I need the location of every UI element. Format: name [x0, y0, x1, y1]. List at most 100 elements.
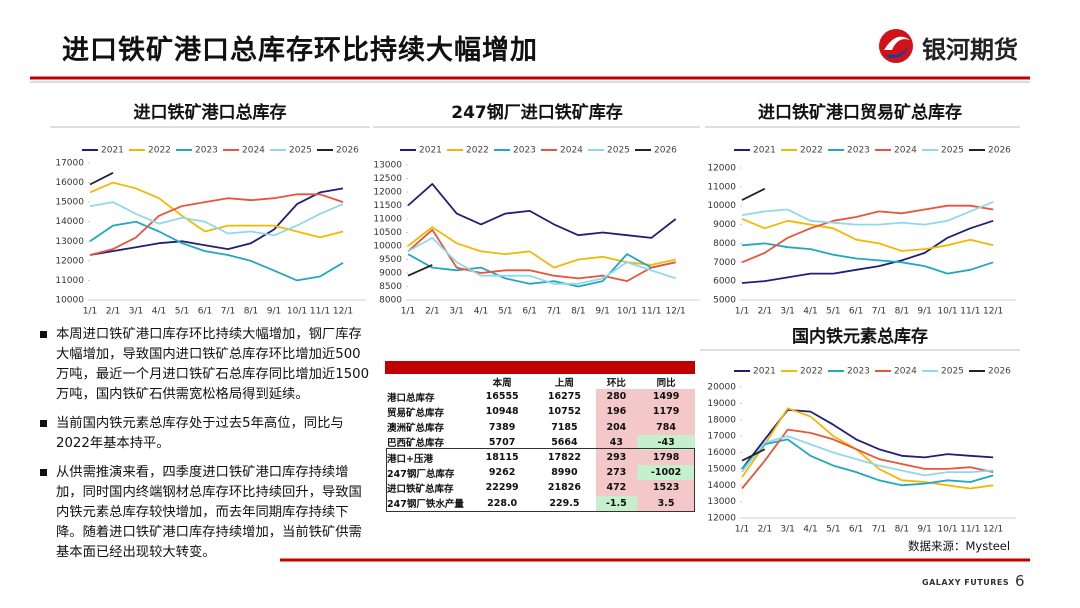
table-cell: 3.5: [637, 495, 695, 511]
x-tick-label: 4/1: [152, 307, 166, 317]
x-tick-label: 3/1: [449, 307, 463, 317]
table-cell: 472: [595, 480, 638, 496]
bullet: 从供需推演来看，四季度进口铁矿港口库存持续增加，同时国内终端钢材总库存环比持续回…: [38, 463, 373, 563]
table-cell: 1798: [637, 449, 695, 466]
y-tick-label: 6000: [713, 277, 736, 287]
series-line: [741, 219, 994, 284]
legend-label: 2022: [800, 367, 823, 377]
table-header-cell: 同比: [656, 377, 676, 389]
series-line: [741, 242, 994, 275]
x-tick-label: 10/1: [937, 525, 957, 535]
series-line: [89, 187, 344, 256]
logo-mark: [879, 29, 913, 63]
x-tick-label: 5/1: [826, 307, 840, 317]
y-tick-label: 8000: [379, 296, 402, 306]
y-tick-label: 12000: [707, 514, 736, 524]
table-cell: 进口铁矿总库存: [387, 483, 454, 495]
y-tick-label: 16000: [55, 178, 84, 188]
table-cell: 7389: [488, 421, 516, 433]
table-cell: 280: [595, 389, 638, 405]
x-tick-label: 1/1: [735, 307, 749, 317]
table-cell: -1002: [637, 465, 695, 481]
x-tick-label: 10/1: [287, 307, 307, 317]
logo-text: 银河期货: [922, 36, 1018, 64]
legend-label: 2023: [195, 146, 218, 156]
y-tick-label: 19000: [707, 399, 736, 409]
table-cell: 1179: [637, 404, 695, 420]
table-row: 247钢厂铁水产量 228.0 229.5 -1.5 3.5: [385, 495, 695, 511]
series-line: [741, 218, 994, 252]
table-row: 进口铁矿总库存 22299 21826 472 1523: [385, 480, 695, 496]
y-tick-label: 17000: [707, 432, 736, 442]
table-header-cell: 本周: [492, 377, 512, 389]
legend-label: 2026: [654, 146, 677, 156]
table-cell: 5664: [551, 436, 578, 448]
series-line: [89, 193, 344, 256]
series-line: [741, 428, 994, 490]
table-cell: 16555: [485, 391, 519, 403]
legend-label: 2023: [847, 146, 870, 156]
legend-label: 2024: [894, 367, 917, 377]
y-tick-label: 12000: [707, 164, 736, 174]
y-tick-label: 7000: [713, 258, 736, 268]
legend-label: 2021: [419, 146, 442, 156]
y-tick-label: 20000: [707, 383, 736, 393]
legend-label: 2026: [336, 146, 359, 156]
legend-label: 2023: [513, 146, 536, 156]
y-tick-label: 18000: [707, 415, 736, 425]
y-tick-label: 8000: [713, 239, 736, 249]
footer-brand: GALAXY FUTURES: [922, 578, 1010, 587]
x-tick-label: 6/1: [849, 307, 863, 317]
table-cell: 22299: [485, 482, 519, 494]
logo-swoosh-blue: [886, 46, 908, 59]
legend-label: 2024: [894, 146, 917, 156]
table-cell: -1.5: [595, 495, 638, 511]
table-row: 澳洲矿总库存 7389 7185 204 784: [385, 419, 695, 435]
y-tick-label: 8500: [379, 282, 402, 292]
table-header-cell: [385, 374, 471, 389]
page-number: 6: [1015, 572, 1025, 590]
legend-label: 2021: [753, 146, 776, 156]
x-tick-label: 1/1: [735, 525, 749, 535]
x-tick-label: 8/1: [244, 307, 258, 317]
table-cell: 8990: [551, 467, 578, 479]
table-cell: 巴西矿总库存: [387, 438, 445, 450]
table-cell: 784: [637, 419, 695, 435]
legend-label: 2025: [941, 367, 964, 377]
legend-label: 2026: [988, 146, 1011, 156]
series-line: [89, 220, 344, 282]
table-cell: 9262: [488, 467, 516, 479]
x-tick-label: 7/1: [872, 307, 886, 317]
x-tick-label: 9/1: [917, 525, 931, 535]
x-tick-label: 1/1: [83, 307, 97, 317]
series-line: [407, 253, 676, 288]
x-tick-label: 9/1: [917, 307, 931, 317]
table-header-cell: 上周: [554, 377, 574, 389]
x-tick-label: 12/1: [666, 307, 686, 317]
table-cell: 港口总库存: [387, 392, 435, 404]
table-row: 巴西矿总库存 5707 5664 43 -43: [385, 434, 695, 450]
legend-label: 2021: [753, 367, 776, 377]
y-tick-label: 12500: [373, 174, 402, 184]
x-tick-label: 3/1: [780, 307, 794, 317]
x-tick-label: 11/1: [310, 307, 330, 317]
x-tick-label: 2/1: [425, 307, 439, 317]
x-tick-label: 10/1: [617, 307, 637, 317]
logo-swoosh: [884, 36, 910, 50]
y-tick-label: 5000: [713, 296, 736, 306]
table-cell: 204: [595, 419, 638, 435]
x-tick-label: 6/1: [198, 307, 212, 317]
x-tick-label: 4/1: [474, 307, 488, 317]
series-line: [407, 264, 433, 277]
y-tick-label: 9000: [379, 269, 402, 279]
x-tick-label: 5/1: [498, 307, 512, 317]
series-line: [741, 435, 994, 477]
table-row: 港口+压港 18115 17822 293 1798: [385, 449, 695, 466]
y-tick-label: 15000: [707, 464, 736, 474]
x-tick-label: 11/1: [641, 307, 661, 317]
table-group-box: [386, 448, 695, 512]
y-tick-label: 10000: [55, 296, 84, 306]
legend-label: 2023: [847, 367, 870, 377]
series-line: [89, 171, 114, 186]
